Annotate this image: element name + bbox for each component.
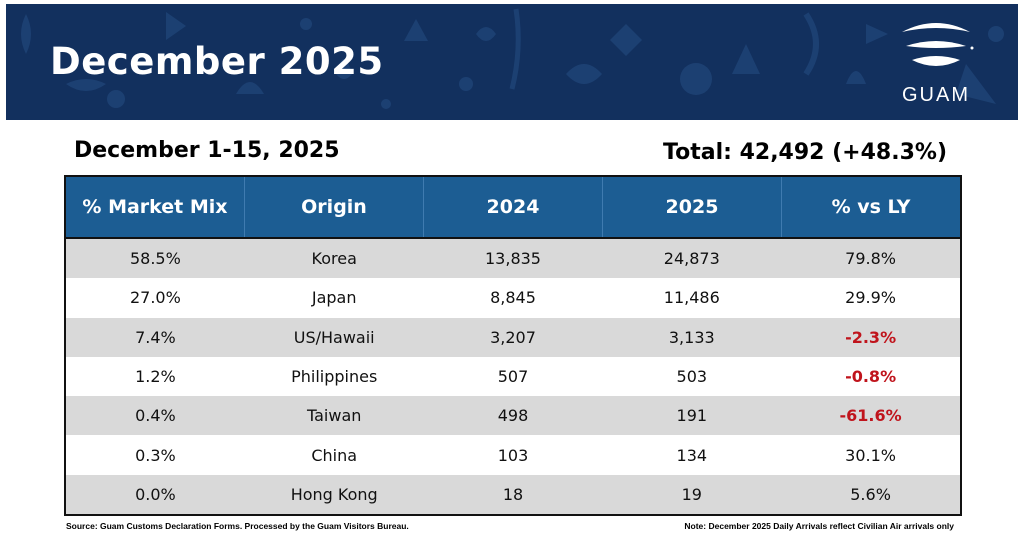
cell-market-mix: 0.3% [135,445,176,465]
cell-origin: Philippines [291,367,378,387]
cell-2024: 18 [502,484,524,504]
cell-vs-ly: 79.8% [845,249,896,269]
cell-2024: 103 [497,445,529,465]
logo-text: GUAM [902,84,970,106]
table-row: 58.5% Korea 13,835 24,873 79.8% [66,239,960,279]
cell-vs-ly: -61.6% [839,406,902,426]
cell-2025: 19 [681,484,702,504]
cell-market-mix: 7.4% [135,327,176,347]
period-label: December 1-15, 2025 [74,138,340,163]
cell-origin: Korea [311,249,357,269]
cell-2024: 13,835 [485,249,541,269]
cell-vs-ly: 5.6% [850,484,891,504]
header-vs-ly: % vs LY [831,196,911,218]
cell-vs-ly: -0.8% [845,367,897,387]
arrivals-table: % Market Mix Origin 2024 2025 % vs LY 58… [64,175,962,517]
cell-2024: 3,207 [490,327,536,347]
total-label: Total: 42,492 (+48.3%) [663,140,947,165]
page-title: December 2025 [50,40,384,83]
table-row: 0.3% China 103 134 30.1% [66,435,960,475]
table-row: 27.0% Japan 8,845 11,486 29.9% [66,278,960,318]
cell-vs-ly: 29.9% [845,288,896,308]
cell-market-mix: 27.0% [129,288,181,308]
cell-market-mix: 0.4% [135,406,176,426]
cell-origin: China [311,445,358,465]
cell-origin: US/Hawaii [293,327,375,347]
table-row: 1.2% Philippines 507 503 -0.8% [66,356,960,397]
cell-2025: 191 [676,406,708,426]
header-market-mix: % Market Mix [66,177,245,237]
table-row: 0.0% Hong Kong 18 19 5.6% [66,474,960,515]
table-row: 0.4% Taiwan 498 191 -61.6% [66,396,960,436]
cell-2025: 503 [676,367,708,387]
cell-vs-ly: 30.1% [845,445,896,465]
table-body: 58.5% Korea 13,835 24,873 79.8% 27.0% Japan 8,8… [66,239,960,515]
cell-origin: Taiwan [306,406,362,426]
cell-origin: Japan [311,288,357,308]
cell-origin: Hong Kong [290,484,378,504]
cell-market-mix: 58.5% [129,249,181,269]
header-origin: Origin [245,177,424,237]
cell-vs-ly: -2.3% [845,327,897,347]
cell-2025: 134 [676,445,708,465]
cell-market-mix: 0.0% [135,484,176,504]
source-note: Source: Guam Customs Declaration Forms. … [66,521,409,531]
header-2025: 2025 [603,177,782,237]
cell-2025: 3,133 [668,327,715,347]
cell-2024: 8,845 [490,288,536,308]
header-banner: December 2025 GUAM [6,4,1018,120]
cell-market-mix: 1.2% [135,367,176,387]
cell-2025: 24,873 [663,249,720,269]
guam-logo: GUAM [890,18,982,110]
table-header: % Market Mix Origin 2024 2025 % vs LY [66,177,960,239]
island-pattern-decoration [21,8,1004,109]
cell-2025: 11,486 [663,288,720,308]
guam-wave-logo-icon [902,23,974,66]
table-row: 7.4% US/Hawaii 3,207 3,133 -2.3% [66,317,960,357]
header-2024: 2024 [424,177,603,237]
cell-2024: 507 [497,367,529,387]
cell-2024: 498 [497,406,529,426]
arrivals-note: Note: December 2025 Daily Arrivals refle… [684,521,954,531]
